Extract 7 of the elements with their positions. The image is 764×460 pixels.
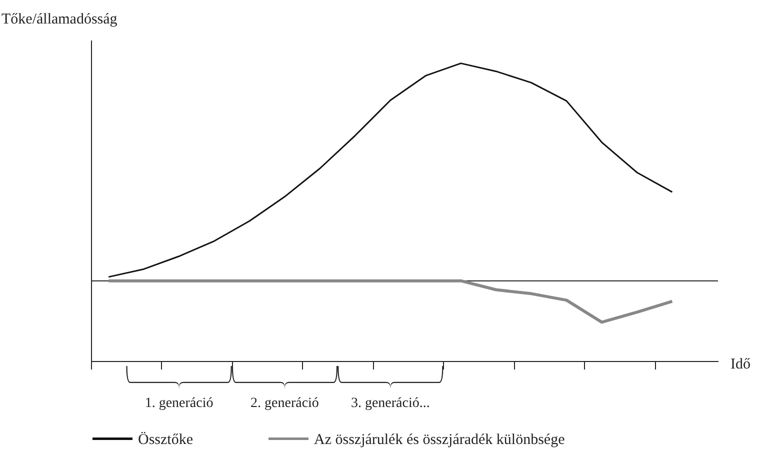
y-axis-title: Tőke/államadósság <box>2 12 118 28</box>
text: 1. generáció <box>144 396 214 411</box>
text: 3. generáció... <box>350 396 430 411</box>
text: 2. generáció <box>250 396 319 411</box>
legend-label: Össztőke <box>138 430 194 448</box>
x-axis-title: Idő <box>730 356 750 372</box>
legend-label: Az összjárulék és összjáradék különbsége <box>314 432 566 448</box>
